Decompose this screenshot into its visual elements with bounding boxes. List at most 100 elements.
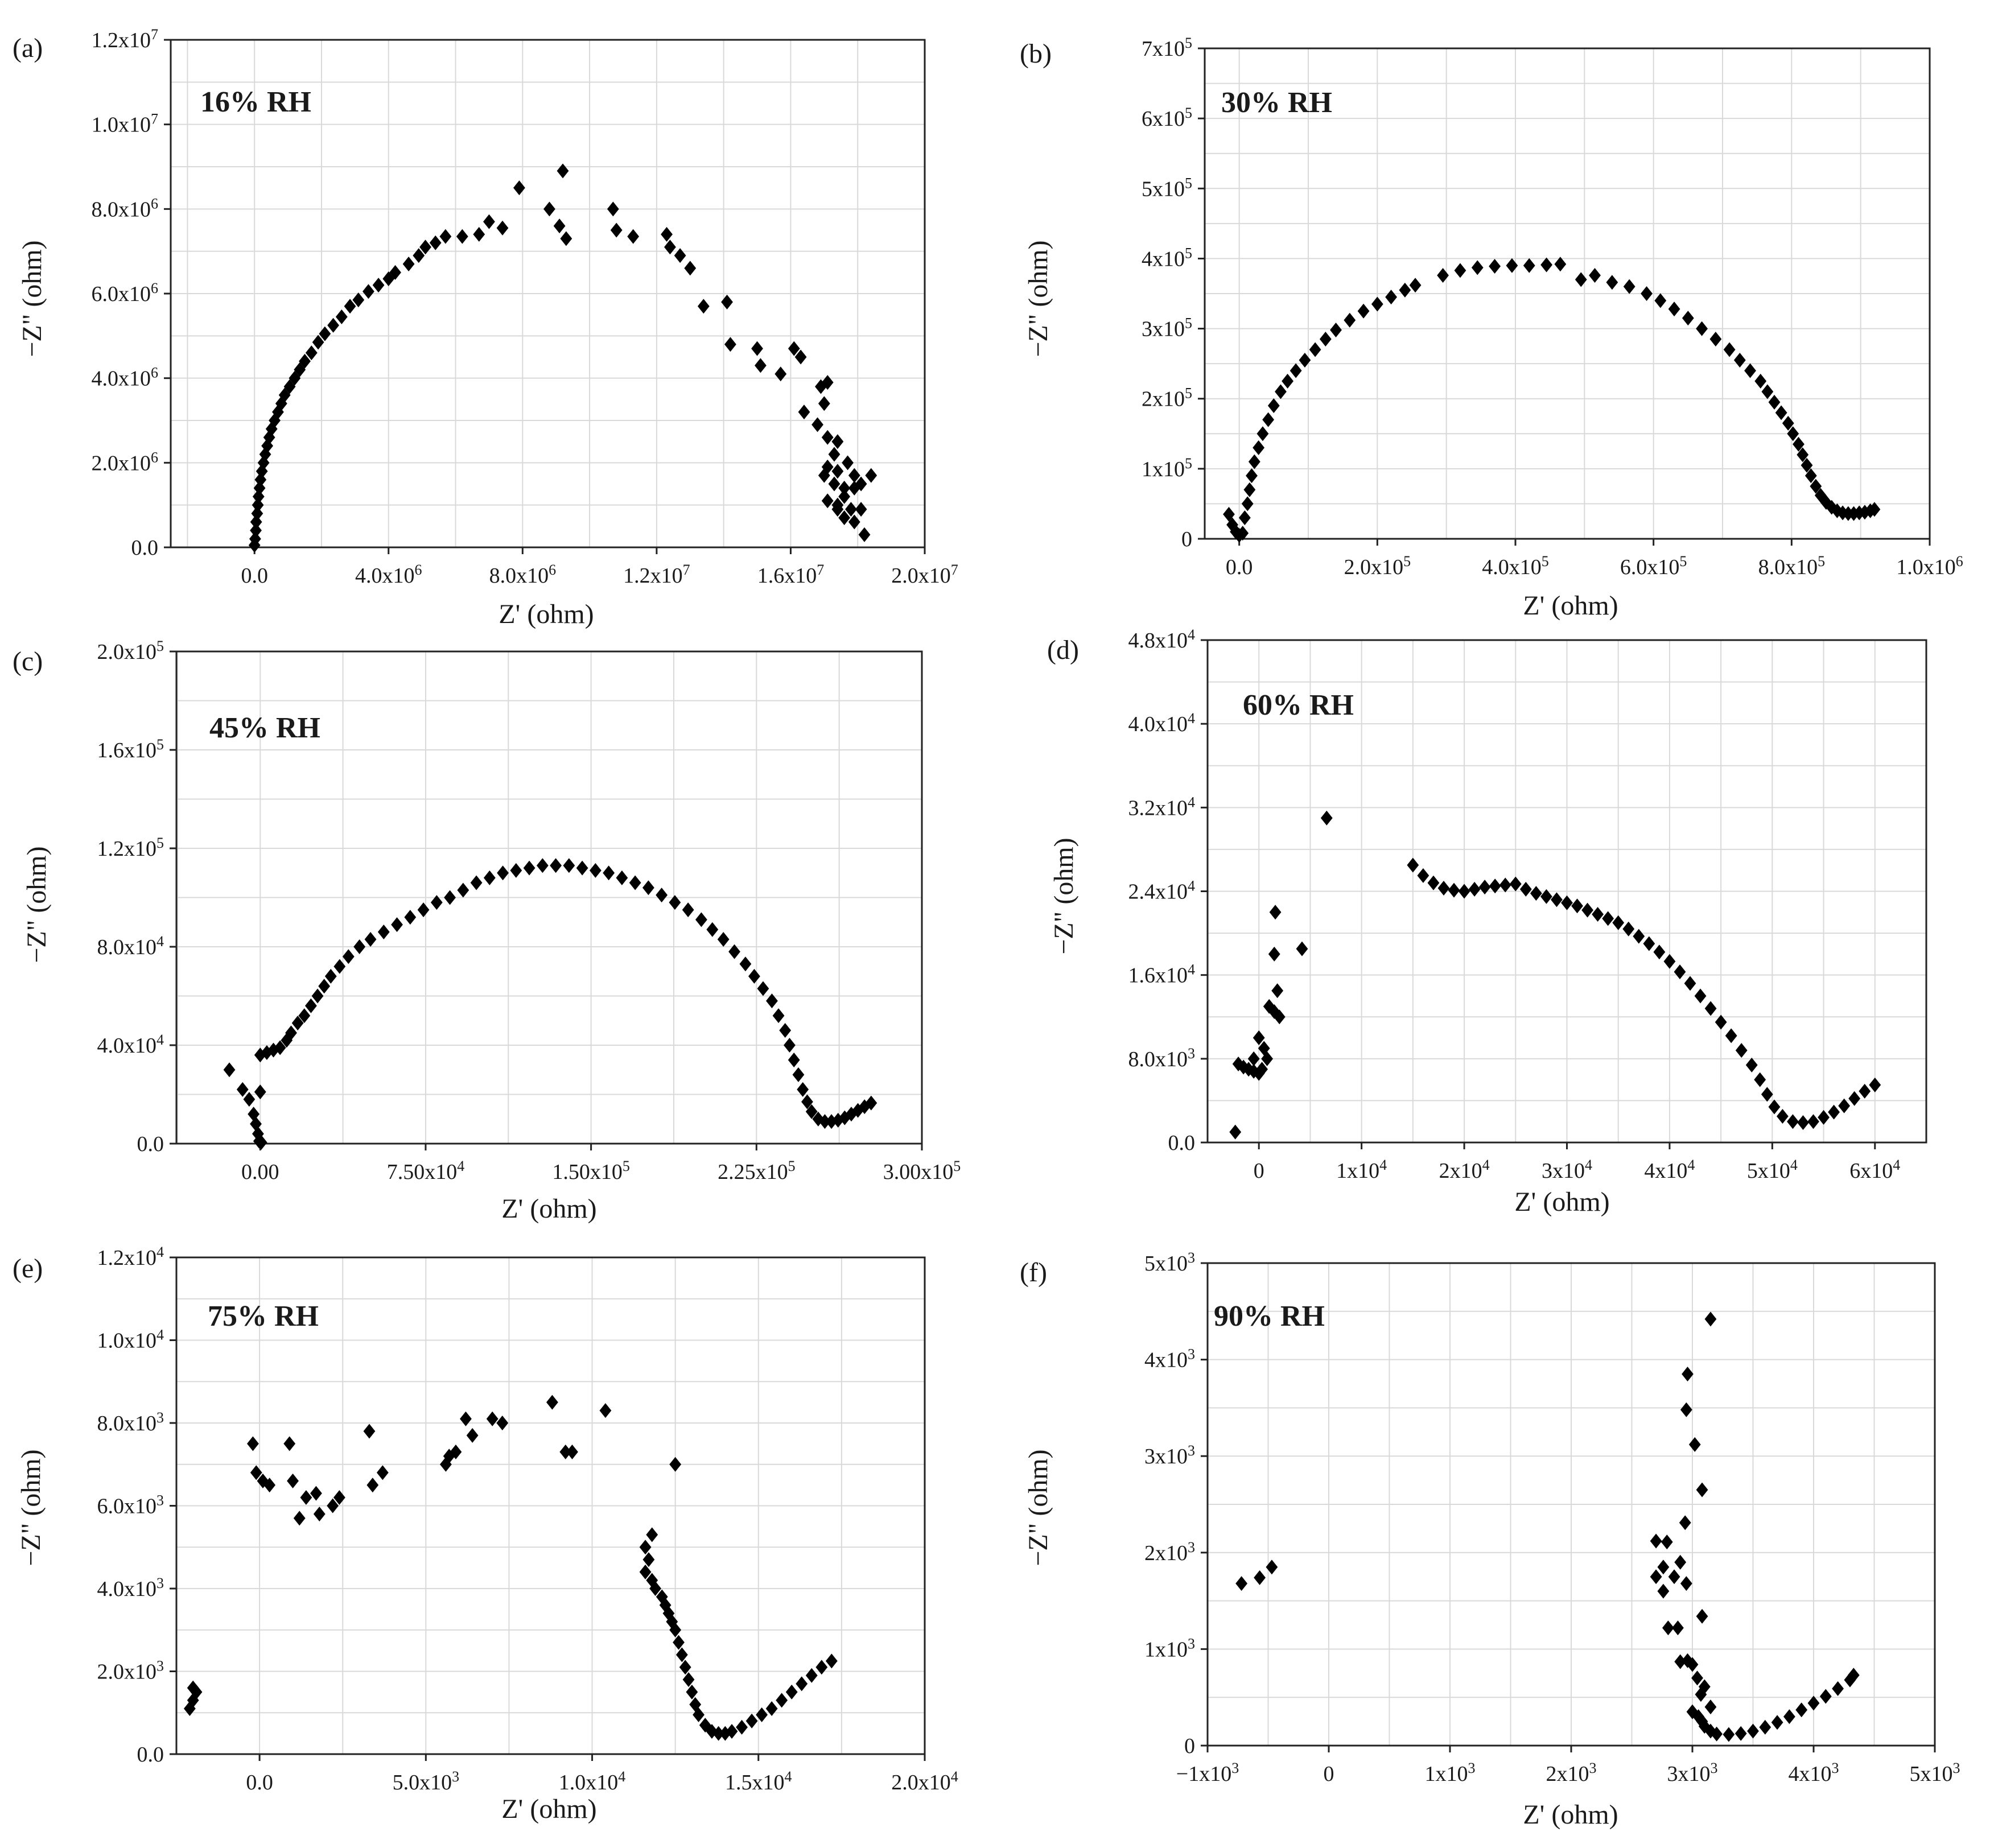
panel-label: (e) — [13, 1253, 43, 1284]
data-point — [1745, 1057, 1758, 1072]
data-point — [1506, 258, 1518, 273]
data-point — [1223, 506, 1235, 522]
data-point — [1698, 1679, 1711, 1694]
data-point — [815, 379, 827, 394]
data-point — [352, 292, 365, 308]
data-point — [1320, 810, 1333, 826]
data-point — [496, 1416, 509, 1430]
x-tick-label: 3.00x105 — [883, 1158, 961, 1185]
x-tick-label: 1x103 — [1425, 1760, 1476, 1787]
x-tick-label: 4x103 — [1789, 1760, 1839, 1787]
y-tick-label: 1.2x107 — [92, 26, 159, 53]
data-point — [1777, 1109, 1789, 1124]
data-point — [553, 218, 566, 234]
data-point — [1241, 496, 1254, 512]
data-point — [712, 1726, 725, 1741]
data-point — [1696, 1482, 1708, 1498]
data-point — [335, 309, 348, 324]
data-point — [366, 1478, 379, 1493]
data-point — [765, 1701, 778, 1716]
y-tick-label: 1.2x105 — [97, 835, 164, 861]
data-point — [1641, 286, 1653, 301]
data-point — [1266, 1560, 1278, 1575]
data-point — [1468, 881, 1481, 897]
data-point — [1561, 895, 1573, 910]
data-point — [1296, 941, 1308, 956]
data-point — [187, 1680, 199, 1696]
data-point — [1787, 426, 1799, 442]
data-point — [1818, 1109, 1830, 1125]
data-point — [1253, 1030, 1265, 1046]
rh-annotation: 60% RH — [1243, 689, 1354, 721]
plot-frame — [175, 650, 923, 1145]
y-tick-label: 0.0 — [131, 536, 159, 560]
data-point — [1768, 1099, 1781, 1115]
y-tick-label: 4.8x104 — [1128, 626, 1196, 653]
data-point — [1814, 488, 1827, 503]
data-point — [333, 959, 346, 974]
data-point — [757, 981, 769, 996]
data-point — [1679, 1515, 1691, 1531]
data-point — [818, 396, 830, 411]
data-point — [450, 1444, 462, 1459]
data-point — [566, 1444, 578, 1459]
data-point — [684, 261, 697, 276]
data-point — [607, 201, 619, 217]
data-point — [1633, 929, 1645, 944]
data-point — [858, 527, 871, 542]
data-point — [364, 932, 377, 947]
data-point — [305, 998, 317, 1013]
data-point — [470, 875, 483, 890]
data-point — [616, 870, 628, 885]
rh-annotation: 16% RH — [200, 86, 311, 118]
data-point — [1674, 1654, 1687, 1669]
data-point — [1761, 384, 1774, 399]
data-point — [724, 337, 736, 352]
y-tick-label: 4x103 — [1144, 1346, 1195, 1372]
data-point — [372, 278, 385, 293]
data-point — [274, 1040, 286, 1055]
data-point — [821, 430, 834, 445]
chart-panel-2: 0.0 2.0x105 4.0x105 6.0x105 8.0x105 1.0x106 0 1… — [1020, 35, 1963, 621]
y-tick-label: 1.0x107 — [92, 110, 159, 137]
data-point — [1709, 332, 1722, 347]
data-point — [327, 317, 340, 333]
data-point — [1650, 1533, 1662, 1549]
data-point — [1668, 1569, 1680, 1585]
data-point — [728, 944, 740, 959]
y-tick-label: 2.0x105 — [97, 638, 164, 665]
data-point — [1704, 1001, 1717, 1016]
data-point — [706, 922, 719, 937]
data-point — [1237, 526, 1249, 541]
data-point — [1489, 258, 1501, 274]
data-point — [1695, 1687, 1707, 1702]
data-point — [717, 932, 730, 947]
data-point — [439, 229, 452, 244]
data-point — [1759, 1719, 1771, 1735]
x-tick-label: 2.0x105 — [1344, 553, 1411, 580]
data-point — [353, 939, 366, 954]
data-point — [236, 1082, 249, 1097]
x-tick-label: 5x103 — [1910, 1760, 1960, 1787]
data-point — [1243, 482, 1256, 497]
data-point — [1680, 1402, 1692, 1417]
data-point — [1657, 1583, 1670, 1599]
data-point — [456, 229, 468, 244]
data-point — [1371, 296, 1383, 312]
x-tick-label: 1.0x106 — [1896, 553, 1963, 580]
data-point — [1602, 911, 1614, 926]
data-point — [1782, 415, 1794, 431]
data-point — [1540, 889, 1552, 904]
y-tick-label: 0 — [1181, 527, 1192, 551]
data-point — [1299, 352, 1311, 368]
data-point — [721, 294, 733, 310]
x-tick-label: 2.0x104 — [891, 1768, 958, 1795]
data-point — [1793, 436, 1805, 452]
data-point — [1478, 880, 1491, 895]
data-point — [805, 1668, 818, 1683]
data-point — [546, 1395, 558, 1410]
data-point — [669, 1457, 682, 1472]
data-point — [1733, 352, 1746, 368]
data-point — [1674, 1554, 1687, 1570]
